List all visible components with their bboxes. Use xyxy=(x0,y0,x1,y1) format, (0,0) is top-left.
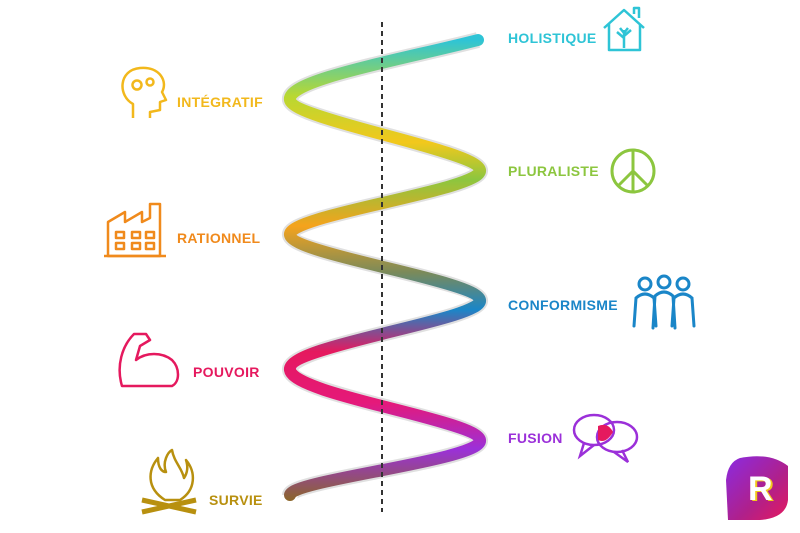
label-fusion: FUSION xyxy=(508,430,563,446)
label-survie: SURVIE xyxy=(209,492,263,508)
factory-icon xyxy=(104,202,166,258)
speech-bubbles-icon xyxy=(572,413,639,464)
label-rationnel: RATIONNEL xyxy=(177,230,261,246)
spiral-ribbon xyxy=(284,34,486,501)
label-pouvoir: POUVOIR xyxy=(193,364,260,380)
logo-letter: R xyxy=(748,470,773,508)
head-gears-icon xyxy=(121,66,168,118)
peace-icon xyxy=(610,148,656,194)
flexed-arm-icon xyxy=(118,332,180,388)
label-pluraliste: PLURALISTE xyxy=(508,163,599,179)
people-icon xyxy=(632,274,696,330)
label-integratif: INTÉGRATIF xyxy=(177,94,263,110)
label-conformisme: CONFORMISME xyxy=(508,297,618,313)
campfire-icon xyxy=(141,448,197,515)
house-tree-icon xyxy=(603,6,645,52)
logo-icon xyxy=(726,456,788,520)
label-holistique: HOLISTIQUE xyxy=(508,30,597,46)
